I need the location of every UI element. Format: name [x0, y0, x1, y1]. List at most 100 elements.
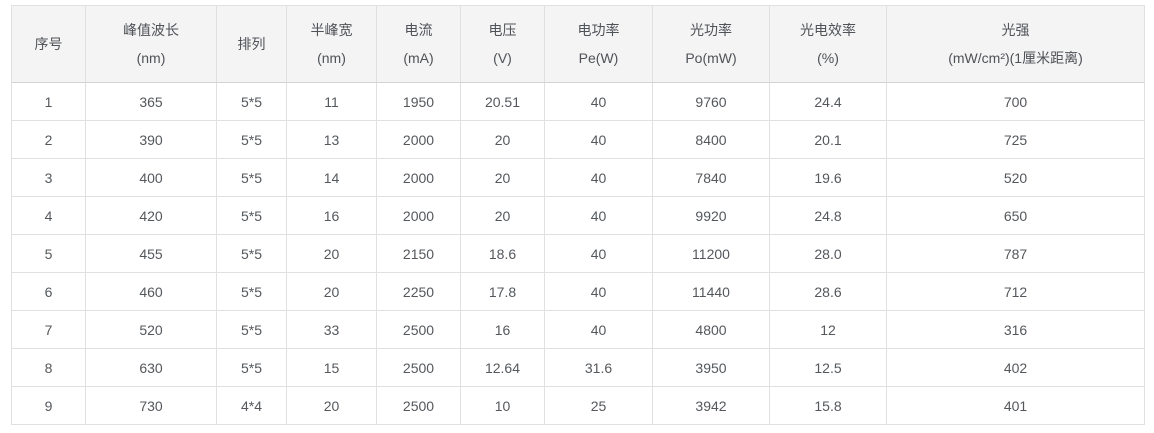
col-header-unit: Po(mW) [685, 50, 737, 66]
col-header-optical-power: 光功率 Po(mW) [652, 5, 770, 83]
table-cell-peak-wavelength: 400 [85, 158, 217, 197]
table-row: 8 630 5*5 15 2500 12.64 31.6 3950 12.5 402 [11, 348, 1145, 387]
col-header-label: 半峰宽 [310, 22, 353, 38]
table-cell-half-peak-width: 20 [286, 272, 377, 311]
col-header-label: 电压 [488, 22, 517, 38]
table-cell-electrical-power: 31.6 [544, 348, 653, 387]
table-cell-efficiency: 12 [769, 310, 887, 349]
table-cell-voltage: 20.51 [460, 82, 545, 121]
table-row: 5 455 5*5 20 2150 18.6 40 11200 28.0 787 [11, 234, 1145, 273]
col-header-label: 光强 [1001, 22, 1030, 38]
table-cell-arrangement: 5*5 [216, 272, 287, 311]
table-cell-light-intensity: 520 [886, 158, 1145, 197]
table-row: 4 420 5*5 16 2000 20 40 9920 24.8 650 [11, 196, 1145, 235]
table-cell-current: 2500 [376, 348, 461, 387]
table-cell-arrangement: 4*4 [216, 386, 287, 425]
table-cell-arrangement: 5*5 [216, 120, 287, 159]
table-cell-half-peak-width: 20 [286, 234, 377, 273]
table-cell-light-intensity: 402 [886, 348, 1145, 387]
table-cell-voltage: 10 [460, 386, 545, 425]
col-header-voltage: 电压 (V) [460, 5, 545, 83]
table-cell-voltage: 20 [460, 120, 545, 159]
table-cell-light-intensity: 787 [886, 234, 1145, 273]
col-header-unit: (mW/cm²)(1厘米距离) [948, 50, 1083, 66]
table-cell-peak-wavelength: 365 [85, 82, 217, 121]
col-header-current: 电流 (mA) [376, 5, 461, 83]
table-cell-index: 8 [11, 348, 86, 387]
table-cell-current: 2250 [376, 272, 461, 311]
col-header-label: 光电效率 [800, 22, 856, 38]
table-cell-half-peak-width: 14 [286, 158, 377, 197]
table-cell-light-intensity: 401 [886, 386, 1145, 425]
table-cell-voltage: 17.8 [460, 272, 545, 311]
col-header-arrangement: 排列 [216, 5, 287, 83]
table-cell-light-intensity: 316 [886, 310, 1145, 349]
table-cell-current: 2500 [376, 386, 461, 425]
table-cell-peak-wavelength: 455 [85, 234, 217, 273]
col-header-label: 电功率 [577, 22, 620, 38]
table-cell-arrangement: 5*5 [216, 234, 287, 273]
table-cell-electrical-power: 40 [544, 158, 653, 197]
table-cell-half-peak-width: 33 [286, 310, 377, 349]
table-cell-index: 9 [11, 386, 86, 425]
table-cell-voltage: 20 [460, 196, 545, 235]
table-cell-optical-power: 9760 [652, 82, 770, 121]
table-cell-current: 2150 [376, 234, 461, 273]
table-cell-optical-power: 9920 [652, 196, 770, 235]
table-cell-voltage: 12.64 [460, 348, 545, 387]
table-cell-efficiency: 20.1 [769, 120, 887, 159]
col-header-label: 光功率 [690, 22, 732, 38]
table-cell-efficiency: 24.8 [769, 196, 887, 235]
table-cell-efficiency: 12.5 [769, 348, 887, 387]
table-cell-arrangement: 5*5 [216, 158, 287, 197]
table-cell-efficiency: 24.4 [769, 82, 887, 121]
table-cell-optical-power: 11440 [652, 272, 770, 311]
table-cell-electrical-power: 40 [544, 120, 653, 159]
table-cell-light-intensity: 650 [886, 196, 1145, 235]
table-cell-optical-power: 3950 [652, 348, 770, 387]
table-cell-half-peak-width: 15 [286, 348, 377, 387]
table-cell-efficiency: 15.8 [769, 386, 887, 425]
table-cell-arrangement: 5*5 [216, 348, 287, 387]
table-cell-light-intensity: 700 [886, 82, 1145, 121]
table-cell-electrical-power: 40 [544, 310, 653, 349]
table-cell-index: 1 [11, 82, 86, 121]
table-cell-voltage: 18.6 [460, 234, 545, 273]
table-cell-efficiency: 28.0 [769, 234, 887, 273]
table-cell-index: 4 [11, 196, 86, 235]
table-row: 7 520 5*5 33 2500 16 40 4800 12 316 [11, 310, 1145, 349]
table-cell-index: 2 [11, 120, 86, 159]
col-header-index: 序号 [11, 5, 86, 83]
table-cell-peak-wavelength: 730 [85, 386, 217, 425]
table-header: 序号 峰值波长 (nm) 排列 半峰宽 (nm) 电流 (mA) [11, 5, 1145, 83]
table-cell-current: 2000 [376, 158, 461, 197]
table-cell-index: 5 [11, 234, 86, 273]
col-header-unit: (V) [493, 50, 512, 66]
table-cell-peak-wavelength: 630 [85, 348, 217, 387]
table-cell-voltage: 20 [460, 158, 545, 197]
table-cell-optical-power: 4800 [652, 310, 770, 349]
table-cell-half-peak-width: 16 [286, 196, 377, 235]
table-cell-optical-power: 11200 [652, 234, 770, 273]
table-cell-electrical-power: 40 [544, 196, 653, 235]
table-cell-current: 1950 [376, 82, 461, 121]
table-cell-electrical-power: 40 [544, 82, 653, 121]
col-header-unit: (nm) [317, 50, 346, 66]
table-cell-index: 7 [11, 310, 86, 349]
table-cell-electrical-power: 25 [544, 386, 653, 425]
table-body: 1 365 5*5 11 1950 20.51 40 9760 24.4 700 2 390 5*5 13… [11, 82, 1145, 425]
table-cell-light-intensity: 712 [886, 272, 1145, 311]
table-row: 2 390 5*5 13 2000 20 40 8400 20.1 725 [11, 120, 1145, 159]
table-cell-optical-power: 7840 [652, 158, 770, 197]
col-header-peak-wavelength: 峰值波长 (nm) [85, 5, 217, 83]
table-cell-arrangement: 5*5 [216, 82, 287, 121]
header-row: 序号 峰值波长 (nm) 排列 半峰宽 (nm) 电流 (mA) [11, 5, 1145, 83]
table-cell-half-peak-width: 11 [286, 82, 377, 121]
table-cell-peak-wavelength: 420 [85, 196, 217, 235]
table-cell-half-peak-width: 13 [286, 120, 377, 159]
table-cell-optical-power: 3942 [652, 386, 770, 425]
table-cell-optical-power: 8400 [652, 120, 770, 159]
col-header-label: 电流 [404, 22, 433, 38]
table-cell-index: 3 [11, 158, 86, 197]
